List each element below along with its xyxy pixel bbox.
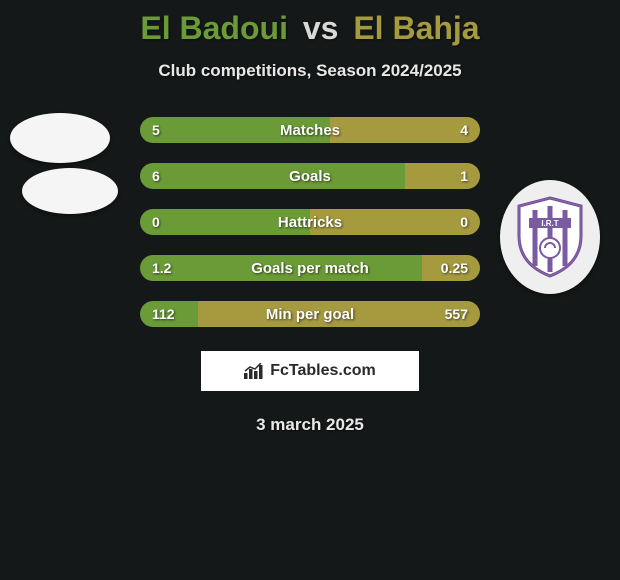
stat-bar-row: 5 Matches 4 — [140, 117, 480, 143]
stat-left-value: 0 — [152, 209, 160, 235]
player2-badge: I.R.T — [500, 180, 600, 294]
stat-right-value: 557 — [445, 301, 468, 327]
comparison-title: El Badoui vs El Bahja — [0, 0, 620, 47]
player1-badge-1 — [10, 113, 110, 163]
chart-icon — [244, 363, 264, 379]
player2-name: El Bahja — [353, 10, 479, 46]
stat-label: Min per goal — [266, 301, 354, 327]
watermark-box: FcTables.com — [201, 351, 419, 391]
stat-left-value: 112 — [152, 301, 175, 327]
player1-badge-2 — [22, 168, 118, 214]
subtitle: Club competitions, Season 2024/2025 — [0, 61, 620, 81]
stat-bar-row: 1.2 Goals per match 0.25 — [140, 255, 480, 281]
stat-label: Hattricks — [278, 209, 342, 235]
stat-bar-row: 112 Min per goal 557 — [140, 301, 480, 327]
stat-right-value: 0.25 — [441, 255, 468, 281]
stat-right-value: 0 — [460, 209, 468, 235]
stat-bars: 5 Matches 4 6 Goals 1 0 Hattricks 0 1.2 Goals per … — [140, 117, 480, 327]
stat-label: Goals — [289, 163, 331, 189]
watermark-text: FcTables.com — [270, 362, 376, 380]
stat-bar-row: 6 Goals 1 — [140, 163, 480, 189]
stat-left-value: 1.2 — [152, 255, 171, 281]
date-text: 3 march 2025 — [0, 415, 620, 435]
stat-left-value: 5 — [152, 117, 160, 143]
player1-name: El Badoui — [140, 10, 288, 46]
club-crest-icon: I.R.T — [515, 196, 585, 278]
stat-bar-row: 0 Hattricks 0 — [140, 209, 480, 235]
stat-right-value: 1 — [460, 163, 468, 189]
vs-text: vs — [303, 10, 339, 46]
stat-bar-right — [330, 117, 480, 143]
stat-label: Goals per match — [251, 255, 369, 281]
stat-right-value: 4 — [460, 117, 468, 143]
stat-bar-left — [140, 163, 405, 189]
stat-left-value: 6 — [152, 163, 160, 189]
stat-bar-right — [405, 163, 480, 189]
stat-label: Matches — [280, 117, 340, 143]
svg-text:I.R.T: I.R.T — [541, 219, 558, 228]
